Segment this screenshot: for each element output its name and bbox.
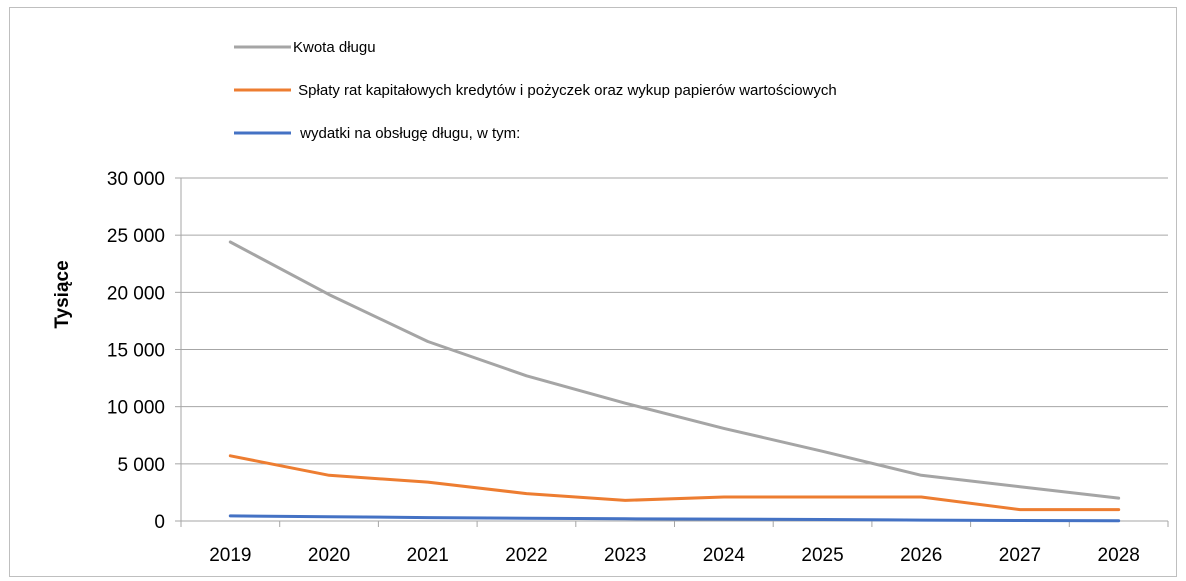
x-tick-label: 2023 bbox=[604, 545, 646, 566]
axes: 0 5 000 10 000 15 000 20 000 25 000 30 000 2019… bbox=[107, 169, 1169, 566]
series-lines bbox=[228, 240, 1121, 523]
x-tick-label: 2024 bbox=[703, 545, 746, 566]
gridlines bbox=[181, 177, 1168, 465]
y-tick-label: 15 000 bbox=[107, 341, 165, 362]
x-tick-label: 2019 bbox=[209, 545, 251, 566]
legend-label-3: wydatki na obsługę długu, w tym: bbox=[296, 125, 520, 142]
y-axis-title: Tysiące bbox=[52, 260, 73, 328]
line-chart: 0 5 000 10 000 15 000 20 000 25 000 30 000 2019… bbox=[52, 39, 1169, 566]
series-line-3 bbox=[228, 514, 1121, 523]
series-line-1 bbox=[228, 240, 1121, 500]
x-tick-label: 2022 bbox=[505, 545, 547, 566]
x-tick-label: 2026 bbox=[900, 545, 942, 566]
x-tick-label: 2025 bbox=[801, 545, 843, 566]
x-tick-label: 2020 bbox=[308, 545, 350, 566]
x-tick-label: 2021 bbox=[407, 545, 449, 566]
legend-label-2: Spłaty rat kapitałowych kredytów i pożyc… bbox=[294, 82, 837, 99]
x-tick-label: 2027 bbox=[999, 545, 1041, 566]
series-line-2 bbox=[228, 454, 1121, 512]
legend-label-1: Kwota długu bbox=[293, 39, 376, 56]
x-tick-label: 2028 bbox=[1098, 545, 1140, 566]
y-tick-label: 10 000 bbox=[107, 398, 165, 419]
y-tick-label: 0 bbox=[154, 512, 165, 533]
legend: Kwota długu Spłaty rat kapitałowych kred… bbox=[234, 39, 837, 142]
y-tick-label: 20 000 bbox=[107, 283, 165, 304]
chart-frame: 0 5 000 10 000 15 000 20 000 25 000 30 000 2019… bbox=[9, 7, 1177, 577]
y-tick-label: 30 000 bbox=[107, 169, 165, 190]
y-tick-label: 25 000 bbox=[107, 226, 165, 247]
y-tick-label: 5 000 bbox=[117, 455, 165, 476]
